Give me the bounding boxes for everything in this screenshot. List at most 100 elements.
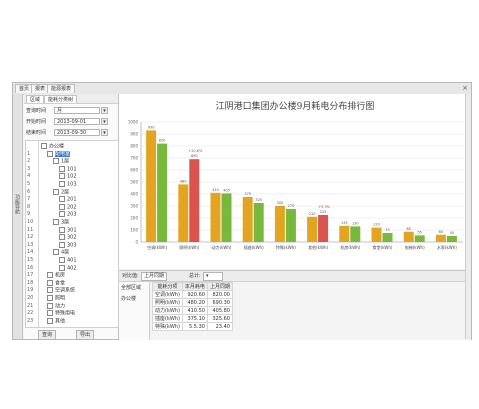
query-period-select[interactable]: 月 [54,107,100,114]
tree-item[interactable]: 16 402 [26,264,118,273]
checkbox[interactable] [59,211,65,218]
tree-item[interactable]: 12 302 [26,234,118,241]
table-row[interactable]: 插座(kWh) 375.10 325.60 [152,314,233,323]
checkbox[interactable] [47,150,53,157]
tree-item[interactable]: 6 2层 [26,188,118,196]
tree-item[interactable]: 10 3层 [26,219,118,226]
calendar-dropdown-icon[interactable]: ▾ [101,129,108,136]
detail-area-list: 全部区域 办公楼 [119,282,150,340]
tree-item[interactable]: 17 机房 [26,272,118,279]
tree-item-label: 食堂 [55,280,66,287]
ratio-label: +9.3% [318,205,330,209]
checkbox[interactable] [47,310,53,317]
export-button[interactable]: 导出 [76,330,95,340]
checkbox[interactable] [59,257,65,263]
tree-item-content: 空调系统 [47,287,75,295]
checkbox[interactable] [59,181,65,187]
tree-item[interactable]: 19 空调系统 [26,287,118,294]
tree-item[interactable]: 22 特殊用电 [26,310,118,317]
subtab-area[interactable]: 区域 [26,95,45,103]
bar [414,235,425,242]
tree-item[interactable]: 4 102 [26,173,118,180]
checkbox[interactable] [47,317,53,324]
tree-item[interactable]: 11 301 [26,226,118,234]
tree-item[interactable]: 3 101 [26,165,118,174]
tree-item[interactable]: 5 103 [26,181,118,188]
column-header[interactable]: 上月同期 [206,282,233,291]
checkbox[interactable] [47,272,53,279]
checkbox[interactable] [47,279,53,286]
column-header[interactable]: 本月耗电 [181,282,208,291]
area-tree: 办公楼 1 配电室 2 1层 3 101 4 102 5 103 6 2层 7 201 8 202 9 203 10 3… [25,140,119,328]
checkbox[interactable] [41,143,47,149]
energy-ranking-chart: 0 100 200 300 400 500 600 700 800 900 1000 930 820 空调… [128,120,463,250]
checkbox[interactable] [59,234,65,241]
total-select[interactable]: ▾ [203,272,223,281]
end-date-input[interactable]: 2013-09-30 [54,129,100,136]
tree-item[interactable]: 14 4层 [26,249,118,256]
bar [382,233,393,242]
table-row[interactable]: 空调(kWh) 920.60 820.00 [152,290,233,299]
checkbox[interactable] [59,196,65,203]
end-date-label: 结束时间 [26,130,47,136]
checkbox[interactable] [59,165,65,172]
list-item[interactable]: 全部区域 [121,285,142,291]
tree-item-content: 402 [59,264,77,273]
tree-item-content: 食堂 [47,279,66,288]
tab-energy-report[interactable]: 能源报表 [47,84,76,93]
checkbox[interactable] [53,158,59,165]
calendar-dropdown-icon[interactable]: ▾ [101,118,108,125]
checkbox[interactable] [59,264,65,271]
tree-item-label: 101 [67,166,77,173]
table-cell: 690.30 [206,298,233,307]
close-icon[interactable]: × [462,84,468,92]
tree-item[interactable]: 办公楼 [26,143,118,150]
query-button[interactable]: 查询 [38,330,57,340]
checkbox[interactable] [47,295,53,301]
checkbox[interactable] [59,226,65,233]
checkbox[interactable] [47,287,53,294]
vertical-scrollbar[interactable] [465,94,471,339]
start-date-input[interactable]: 2013-09-01 [54,118,100,125]
x-tick-label: 空调(kWh) [147,244,167,250]
tree-item[interactable]: 9 203 [26,211,118,218]
tree-item[interactable]: 18 食堂 [26,279,118,288]
checkbox[interactable] [53,219,59,225]
table-row[interactable]: 特殊(kWh) 5.5.30 23.40 [152,322,233,331]
tree-item[interactable]: 7 201 [26,196,118,203]
tree-item-label: 202 [67,204,77,211]
y-tick-label: 500 [130,180,138,185]
checkbox[interactable] [59,203,65,210]
x-tick-label: 照明(kWh) [179,245,199,250]
tree-item-label: 203 [67,211,77,218]
tree-item[interactable]: 20 照明 [26,295,118,302]
table-cell: 375.10 [181,314,208,323]
tree-item[interactable]: 23 其他 [26,317,118,325]
tree-item[interactable]: 21 动力 [26,302,118,311]
tree-item[interactable]: 8 202 [26,203,118,211]
x-tick-label: 水泵(kWh) [437,244,457,250]
tree-item-content: 101 [59,165,77,174]
tree-item[interactable]: 2 1层 [26,158,118,165]
tree-row-number: 19 [27,287,34,294]
checkbox[interactable] [59,241,65,248]
tree-item-content: 动力 [47,302,65,311]
total-label: 总计: [189,273,201,279]
tree-item-label: 103 [67,181,77,188]
list-item[interactable]: 办公楼 [121,296,137,302]
column-header[interactable]: 能耗分项 [152,282,183,291]
checkbox[interactable] [59,173,65,180]
checkbox[interactable] [53,188,59,195]
table-row[interactable]: 动力(kWh) 410.50 405.80 [152,306,233,315]
tree-item[interactable]: 13 303 [26,241,118,249]
checkbox[interactable] [47,302,53,309]
compare-select[interactable]: 上月同期 [141,272,168,281]
tree-item[interactable]: 15 401 [26,257,118,264]
checkbox[interactable] [53,249,59,256]
subtab-energy-tree[interactable]: 能耗分类树 [44,95,78,103]
navigation-collapse-strip[interactable]: 功能导航 [13,94,23,339]
tree-item[interactable]: 1 配电室 [26,150,118,158]
table-row[interactable]: 照明(kWh) 480.20 690.30 [152,298,233,307]
tree-item-label: 3层 [61,219,70,226]
chevron-down-icon[interactable]: ▾ [101,107,108,114]
